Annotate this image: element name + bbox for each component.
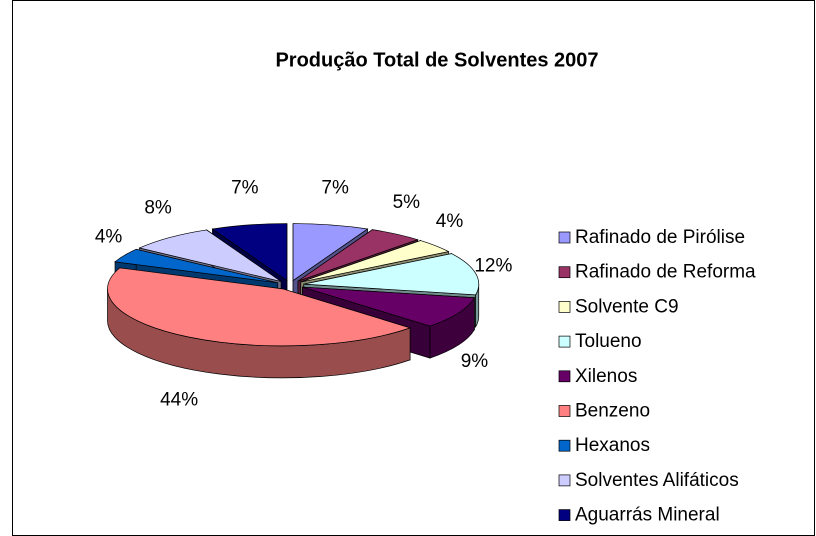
data-label: 8% <box>144 198 172 219</box>
slice <box>107 267 412 347</box>
legend-label: Solventes Alifáticos <box>575 470 739 491</box>
chart-title: Produção Total de Solventes 2007 <box>275 49 598 71</box>
legend-swatch <box>558 231 571 244</box>
slice <box>292 223 369 282</box>
slice <box>303 253 480 296</box>
legend-label: Hexanos <box>575 435 650 456</box>
data-label: 12% <box>474 255 512 276</box>
slice <box>300 240 450 283</box>
slice <box>297 229 419 282</box>
legend-label: Aguarrás Mineral <box>575 505 720 526</box>
legend-swatch <box>558 266 571 279</box>
slice <box>211 223 288 282</box>
legend-swatch <box>558 405 571 417</box>
data-label: 7% <box>231 177 259 198</box>
data-label: 4% <box>95 226 123 247</box>
legend-label: Xilenos <box>575 366 637 387</box>
slice <box>302 286 475 327</box>
legend-label: Benzeno <box>575 401 650 422</box>
data-label: 5% <box>393 192 421 213</box>
data-label: 7% <box>321 177 349 198</box>
legend-swatch <box>558 509 571 521</box>
data-label: 9% <box>461 351 489 372</box>
slice <box>138 229 282 282</box>
legend-label: Tolueno <box>575 331 642 352</box>
legend-label: Rafinado de Reforma <box>575 262 756 283</box>
legend-label: Solvente C9 <box>575 296 679 317</box>
data-label: 4% <box>436 211 464 232</box>
legend-swatch <box>558 335 571 348</box>
legend-swatch <box>558 474 571 487</box>
legend-swatch <box>558 301 571 313</box>
data-label: 44% <box>160 390 198 411</box>
legend-swatch <box>558 439 571 452</box>
legend-swatch <box>558 370 571 383</box>
legend-label: Rafinado de Pirólise <box>575 227 745 248</box>
slice <box>114 248 278 284</box>
